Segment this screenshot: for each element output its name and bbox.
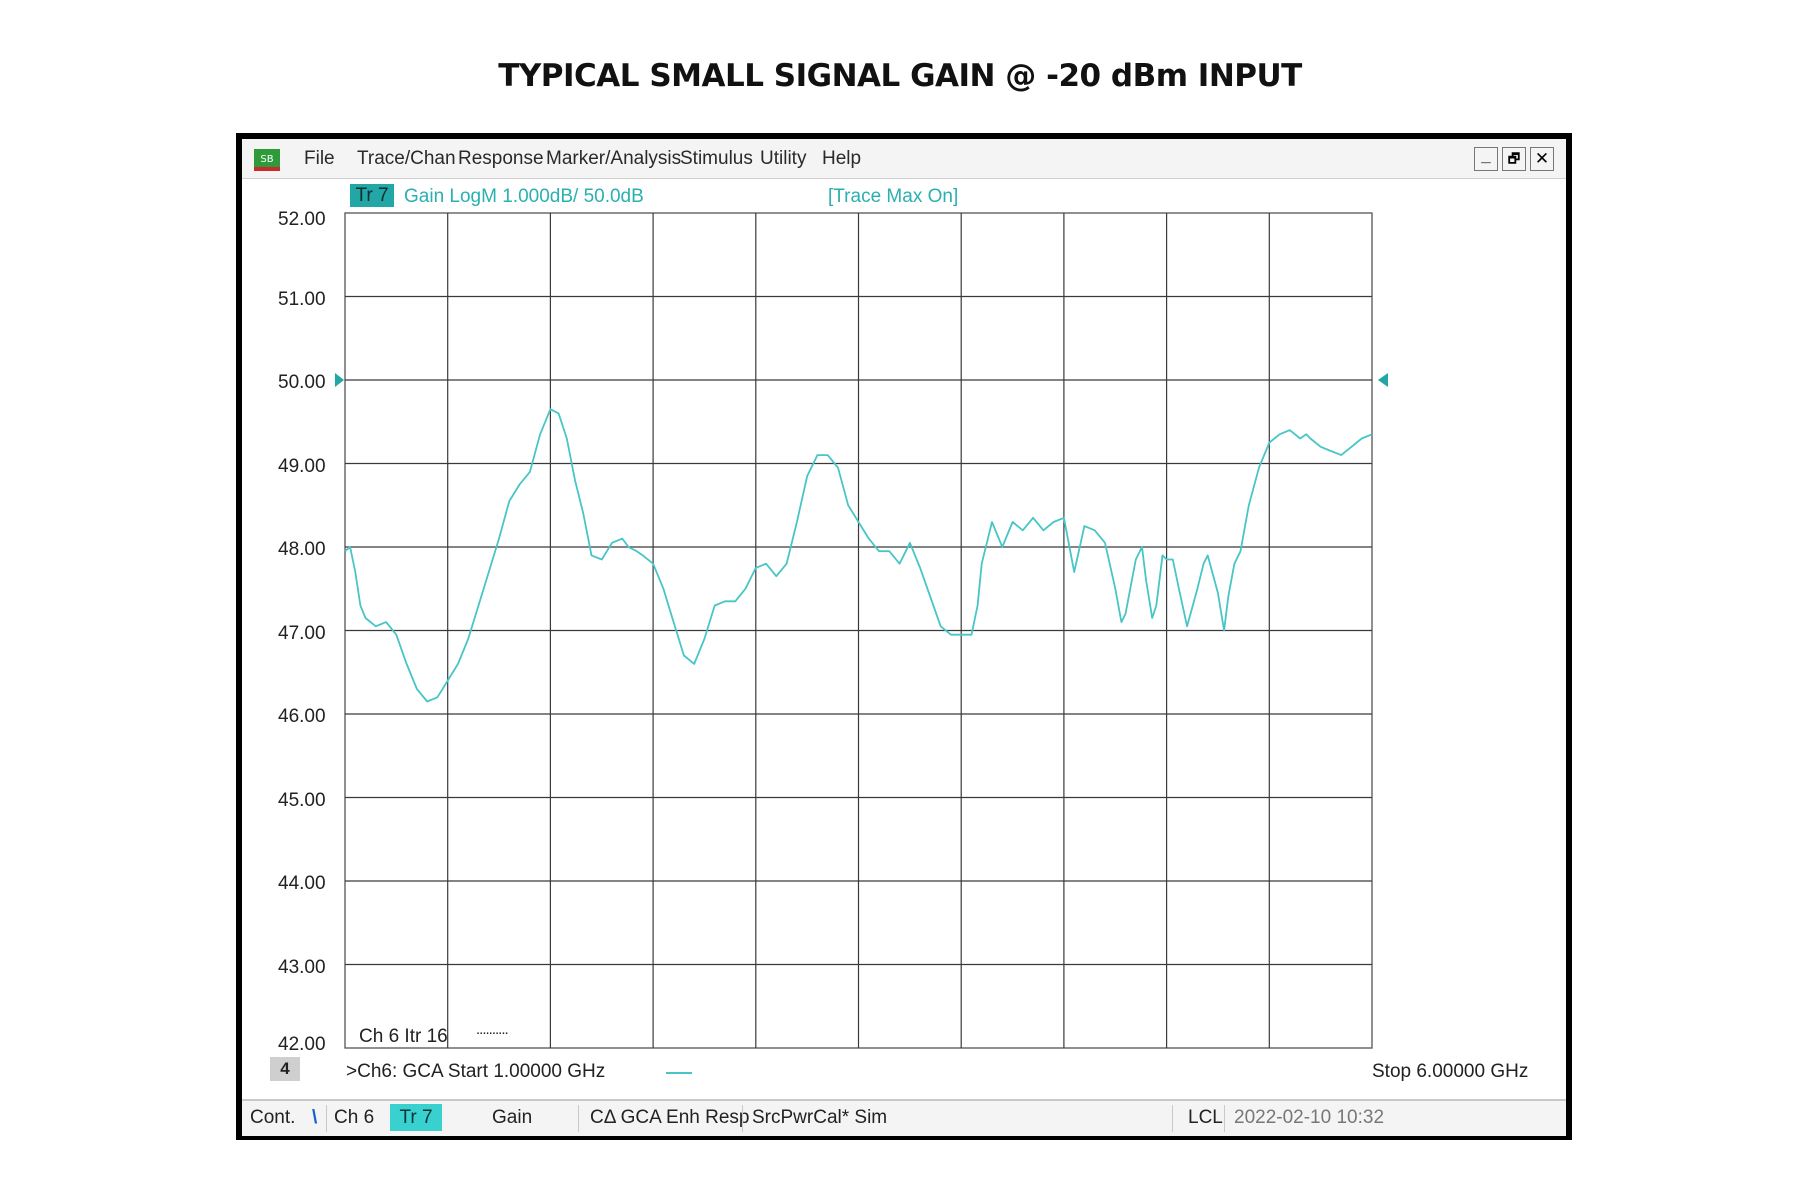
reference-marker-left [335, 373, 344, 387]
channel-info: Ch 6 Itr 16 [359, 1026, 448, 1047]
status-calibration[interactable]: CΔ GCA Enh Resp [590, 1107, 750, 1128]
status-mode-flag: \ [312, 1107, 318, 1128]
menu-bar: SB File Trace/Chan Response Marker/Analy… [242, 139, 1566, 179]
status-separator [1224, 1105, 1225, 1132]
status-separator [578, 1105, 579, 1132]
status-datetime: 2022-02-10 10:32 [1234, 1107, 1385, 1128]
y-tick-label: 47.00 [278, 622, 326, 644]
status-separator [1172, 1105, 1173, 1132]
menu-marker-analysis[interactable]: Marker/Analysis [546, 148, 682, 169]
menu-trace-chan[interactable]: Trace/Chan [357, 148, 456, 169]
trace-max-indicator: [Trace Max On] [828, 186, 959, 207]
channel-progress-dots: .......... [476, 1021, 509, 1038]
restore-button[interactable]: 🗗 [1502, 147, 1526, 171]
status-mode[interactable]: Cont. [250, 1107, 296, 1128]
plot-area[interactable] [242, 139, 1566, 1099]
status-bar: Cont. \ Ch 6 Tr 7 Gain CΔ GCA Enh Resp S… [242, 1099, 1566, 1136]
app-logo-icon[interactable]: SB [254, 149, 280, 171]
menu-help[interactable]: Help [822, 148, 862, 169]
y-tick-label: 45.00 [278, 789, 326, 811]
trace-badge[interactable]: Tr 7 [350, 184, 394, 207]
analyzer-window: SB File Trace/Chan Response Marker/Analy… [236, 133, 1572, 1140]
close-button[interactable]: ✕ [1530, 147, 1554, 171]
page-title: TYPICAL SMALL SIGNAL GAIN @ -20 dBm INPU… [498, 58, 1302, 94]
y-tick-label: 52.00 [278, 209, 326, 230]
trace-legend-line [666, 1072, 692, 1074]
minimize-button[interactable]: _ [1474, 147, 1498, 171]
y-tick-label: 44.00 [278, 873, 326, 894]
gain-trace-line [344, 408, 1373, 703]
y-tick-label: 50.00 [278, 372, 326, 393]
y-tick-label: 51.00 [278, 288, 326, 310]
status-trace[interactable]: Tr 7 [390, 1104, 442, 1131]
svg-text:SB: SB [260, 154, 273, 165]
start-frequency-label[interactable]: >Ch6: GCA Start 1.00000 GHz [346, 1061, 606, 1082]
y-tick-label: 48.00 [278, 539, 326, 560]
menu-file[interactable]: File [304, 148, 335, 169]
menu-response[interactable]: Response [458, 148, 544, 169]
status-lcl: LCL [1188, 1107, 1223, 1128]
channel-number-box[interactable]: 4 [270, 1057, 300, 1081]
status-separator [742, 1105, 743, 1132]
menu-stimulus[interactable]: Stimulus [680, 148, 753, 169]
status-separator [326, 1105, 327, 1132]
menu-utility[interactable]: Utility [760, 148, 807, 169]
y-tick-label: 49.00 [278, 455, 326, 477]
reference-marker-right [1378, 373, 1388, 387]
stop-frequency-label[interactable]: Stop 6.00000 GHz [1372, 1061, 1529, 1082]
status-channel[interactable]: Ch 6 [334, 1107, 375, 1128]
y-tick-label: 46.00 [278, 706, 326, 727]
status-source-power-cal[interactable]: SrcPwrCal* Sim [752, 1107, 888, 1128]
status-measurement[interactable]: Gain [492, 1107, 533, 1128]
trace-scale-info[interactable]: Gain LogM 1.000dB/ 50.0dB [404, 186, 644, 207]
y-tick-label: 43.00 [278, 956, 326, 978]
y-tick-label: 42.00 [278, 1034, 326, 1055]
